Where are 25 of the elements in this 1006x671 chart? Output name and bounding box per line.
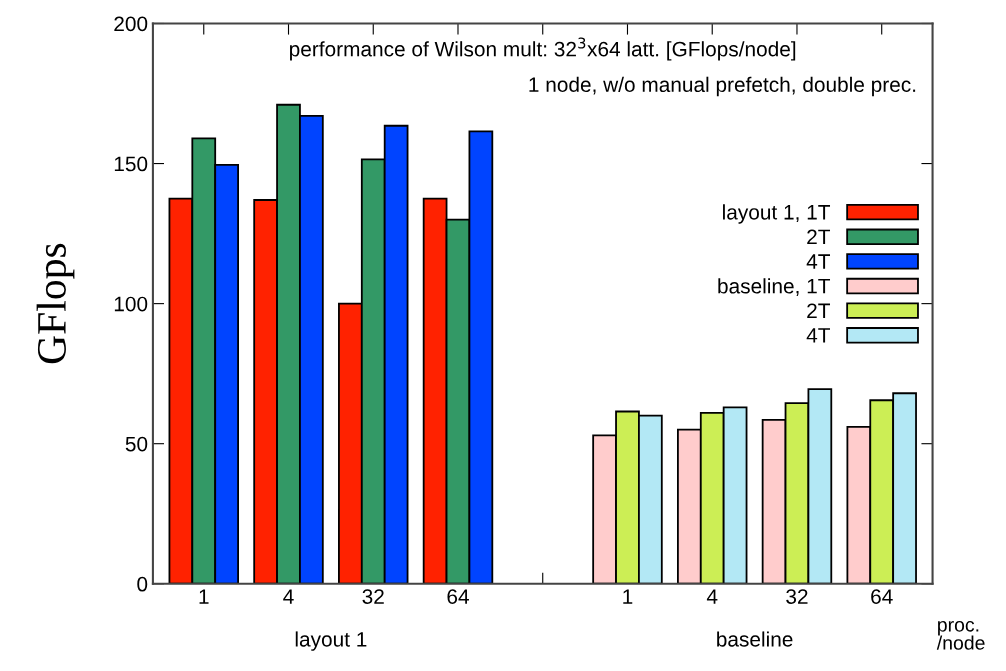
legend-label: baseline, 1T xyxy=(718,278,831,296)
x-tick-label: 64 xyxy=(447,589,469,604)
annotation: 1 node, w/o manual prefetch, double prec. xyxy=(529,76,916,97)
legend-label: 2T xyxy=(807,229,830,245)
legend-label: 4T xyxy=(806,254,830,269)
y-tick-label: 50 xyxy=(125,436,148,452)
x-tick-label: 4 xyxy=(283,589,294,604)
y-tick-label: 150 xyxy=(114,156,148,172)
x-tick-label: 32 xyxy=(786,589,808,604)
text: proc. /node xyxy=(936,621,985,650)
x-tick-label: 4 xyxy=(706,589,718,604)
y-axis-title: GFlops xyxy=(36,243,75,364)
legend-label: 2T xyxy=(807,303,830,318)
x-tick-label: 32 xyxy=(362,589,384,604)
y-tick-label: 0 xyxy=(137,576,148,592)
x-tick-label: 1 xyxy=(199,589,209,604)
legend-label: layout 1, 1T xyxy=(723,204,831,224)
annotation: performance of Wilson mult: 32$^{3}$x64 latt. [GFlops/node] xyxy=(290,37,796,61)
legend-label: 4T xyxy=(806,328,830,343)
text: layout 1 xyxy=(295,631,367,651)
x-tick-label: 1 xyxy=(623,589,633,604)
y-tick-label: 200 xyxy=(114,16,148,32)
text: baseline xyxy=(717,631,793,647)
y-tick-label: 100 xyxy=(114,296,148,312)
x-tick-label: 64 xyxy=(871,589,893,604)
